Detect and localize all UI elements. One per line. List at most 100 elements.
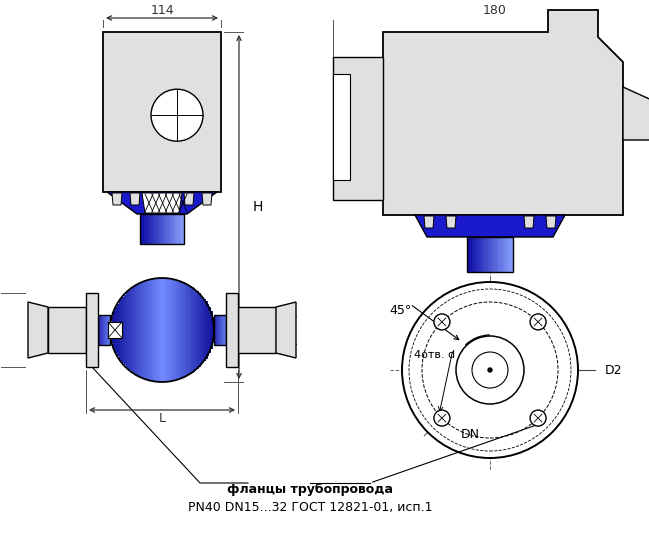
Bar [121, 299, 123, 361]
Bar [222, 315, 223, 345]
Bar [104, 315, 105, 345]
Bar [105, 315, 106, 345]
Bar [207, 304, 209, 356]
Bar [176, 280, 178, 380]
Bar [132, 287, 135, 373]
Bar [102, 315, 103, 345]
Bar [99, 315, 100, 345]
Bar [499, 237, 502, 272]
Bar [162, 278, 164, 382]
Bar [219, 315, 220, 345]
Bar [143, 281, 145, 378]
Bar [219, 315, 220, 345]
Bar [476, 237, 479, 272]
Bar [160, 214, 162, 244]
Bar [150, 279, 152, 381]
Bar [485, 237, 488, 272]
Polygon shape [112, 193, 122, 205]
Bar [149, 214, 151, 244]
Polygon shape [333, 57, 383, 200]
Text: H: H [253, 200, 263, 214]
Bar [197, 291, 199, 369]
Bar [202, 296, 204, 364]
Polygon shape [623, 87, 649, 140]
Bar [195, 290, 197, 370]
Bar [157, 278, 159, 382]
Bar [169, 214, 171, 244]
Bar [221, 315, 222, 345]
Bar [220, 315, 221, 345]
Bar [122, 296, 125, 364]
Bar [117, 304, 119, 356]
Bar [490, 237, 493, 272]
Bar [223, 315, 224, 345]
Bar [155, 278, 157, 382]
Bar [209, 308, 211, 353]
Bar [124, 295, 126, 365]
Bar [99, 315, 101, 345]
Bar [218, 315, 219, 345]
Bar [103, 315, 104, 345]
Bar [214, 315, 215, 345]
Bar [98, 315, 99, 345]
Polygon shape [276, 302, 296, 358]
Bar [99, 315, 100, 345]
Bar [481, 237, 484, 272]
Circle shape [402, 282, 578, 458]
Bar [216, 315, 217, 345]
Polygon shape [546, 216, 556, 228]
Bar [102, 315, 103, 345]
Bar [179, 281, 182, 379]
Bar [180, 214, 182, 244]
Bar [504, 237, 507, 272]
Bar [107, 315, 108, 345]
Polygon shape [142, 193, 182, 213]
Bar [177, 214, 180, 244]
Bar [212, 317, 215, 343]
Bar [221, 315, 223, 345]
Bar [164, 214, 167, 244]
Bar [101, 315, 102, 345]
Bar [153, 279, 156, 381]
Text: DN: DN [461, 427, 480, 440]
Polygon shape [226, 293, 238, 367]
Bar [215, 315, 216, 345]
Bar [112, 317, 114, 343]
Bar [178, 280, 180, 379]
Bar [493, 237, 495, 272]
Bar [160, 278, 162, 382]
Polygon shape [202, 193, 212, 205]
Bar [222, 315, 223, 345]
Bar [173, 279, 175, 381]
Bar [495, 237, 497, 272]
Bar [171, 279, 173, 381]
Bar [224, 315, 225, 345]
Bar [221, 315, 222, 345]
Bar [151, 214, 154, 244]
Bar [218, 315, 219, 345]
Polygon shape [424, 216, 434, 228]
Bar [508, 237, 511, 272]
Bar [98, 315, 99, 345]
Bar [469, 237, 472, 272]
Bar [129, 290, 131, 370]
Bar [164, 278, 166, 382]
Bar [140, 214, 143, 244]
Bar [225, 315, 226, 345]
Bar [474, 237, 477, 272]
Bar [100, 315, 101, 345]
Bar [147, 280, 149, 379]
Bar [116, 308, 117, 353]
Bar [217, 315, 219, 345]
Bar [140, 283, 141, 377]
Text: 4отв. d: 4отв. d [415, 350, 456, 360]
Bar [226, 315, 227, 345]
Polygon shape [524, 216, 534, 228]
Bar [106, 315, 108, 345]
Bar [158, 278, 161, 382]
Bar [108, 315, 109, 345]
Bar [106, 315, 107, 345]
Bar [126, 293, 128, 367]
Text: фланцы трубопровода: фланцы трубопровода [227, 483, 393, 497]
Polygon shape [184, 193, 194, 205]
